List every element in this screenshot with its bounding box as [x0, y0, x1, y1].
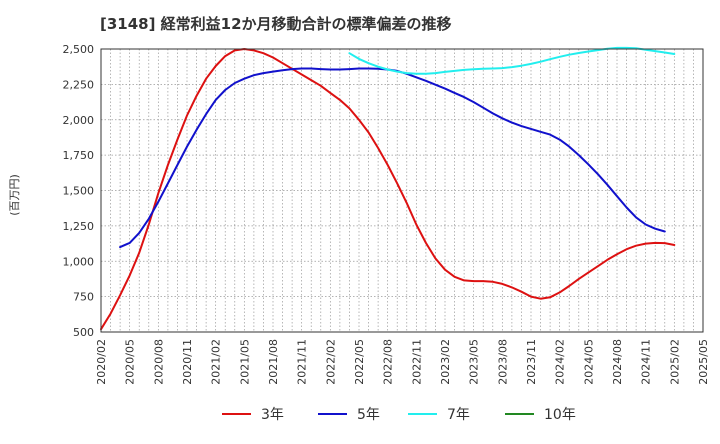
legend-label: 10年: [544, 407, 576, 423]
x-tick-label: 2025/05: [697, 339, 710, 385]
series-line-0: [100, 48, 676, 331]
x-tick-label: 2024/11: [640, 339, 653, 385]
x-tick-label: 2020/05: [124, 339, 137, 385]
x-tick-label: 2021/02: [210, 339, 223, 385]
x-tick-label: 2023/11: [525, 339, 538, 385]
x-tick-label: 2021/11: [296, 339, 309, 385]
series-line-2: [348, 46, 676, 75]
series-line-1: [119, 67, 666, 249]
chart-title: [3148] 経常利益12か月移動合計の標準偏差の推移: [100, 15, 452, 33]
y-tick-label: 1,500: [63, 185, 95, 198]
series-lines: [100, 46, 676, 331]
x-tick-label: 2022/11: [410, 339, 423, 385]
y-axis-label: (百万円): [8, 174, 21, 216]
legend-label: 7年: [447, 407, 470, 423]
y-tick-label: 2,500: [63, 43, 95, 56]
x-tick-label: 2025/02: [668, 339, 681, 385]
x-tick-label: 2021/08: [267, 339, 280, 385]
y-tick-label: 1,000: [63, 255, 95, 268]
x-tick-label: 2020/02: [95, 339, 108, 385]
legend-label: 3年: [261, 407, 284, 423]
x-tick-label: 2024/05: [582, 339, 595, 385]
grid: [101, 48, 703, 332]
x-tick-label: 2022/08: [382, 339, 395, 385]
y-tick-label: 1,250: [63, 220, 95, 233]
x-axis-ticks: 2020/02 2020/05 2020/08 2020/11 2021/02 2021/…: [95, 339, 710, 385]
legend-label: 5年: [357, 407, 380, 423]
x-tick-label: 2024/02: [554, 339, 567, 385]
x-tick-label: 2021/05: [238, 339, 251, 385]
y-tick-label: 500: [73, 326, 94, 339]
x-tick-label: 2023/02: [439, 339, 452, 385]
y-tick-label: 2,000: [63, 114, 95, 127]
x-tick-label: 2022/05: [353, 339, 366, 385]
x-tick-label: 2023/08: [496, 339, 509, 385]
legend: 3年 5年 7年 10年: [222, 407, 576, 423]
x-tick-label: 2024/08: [611, 339, 624, 385]
y-tick-label: 750: [73, 291, 94, 304]
y-axis-ticks: 500 750 1,000 1,250 1,500 1,750 2,000 2,250 2,50…: [63, 43, 95, 339]
y-tick-label: 1,750: [63, 149, 95, 162]
x-tick-label: 2020/11: [181, 339, 194, 385]
x-tick-label: 2023/05: [468, 339, 481, 385]
plot-frame: [100, 48, 704, 333]
x-tick-label: 2022/02: [324, 339, 337, 385]
y-tick-label: 2,250: [63, 78, 95, 91]
x-tick-label: 2020/08: [152, 339, 165, 385]
